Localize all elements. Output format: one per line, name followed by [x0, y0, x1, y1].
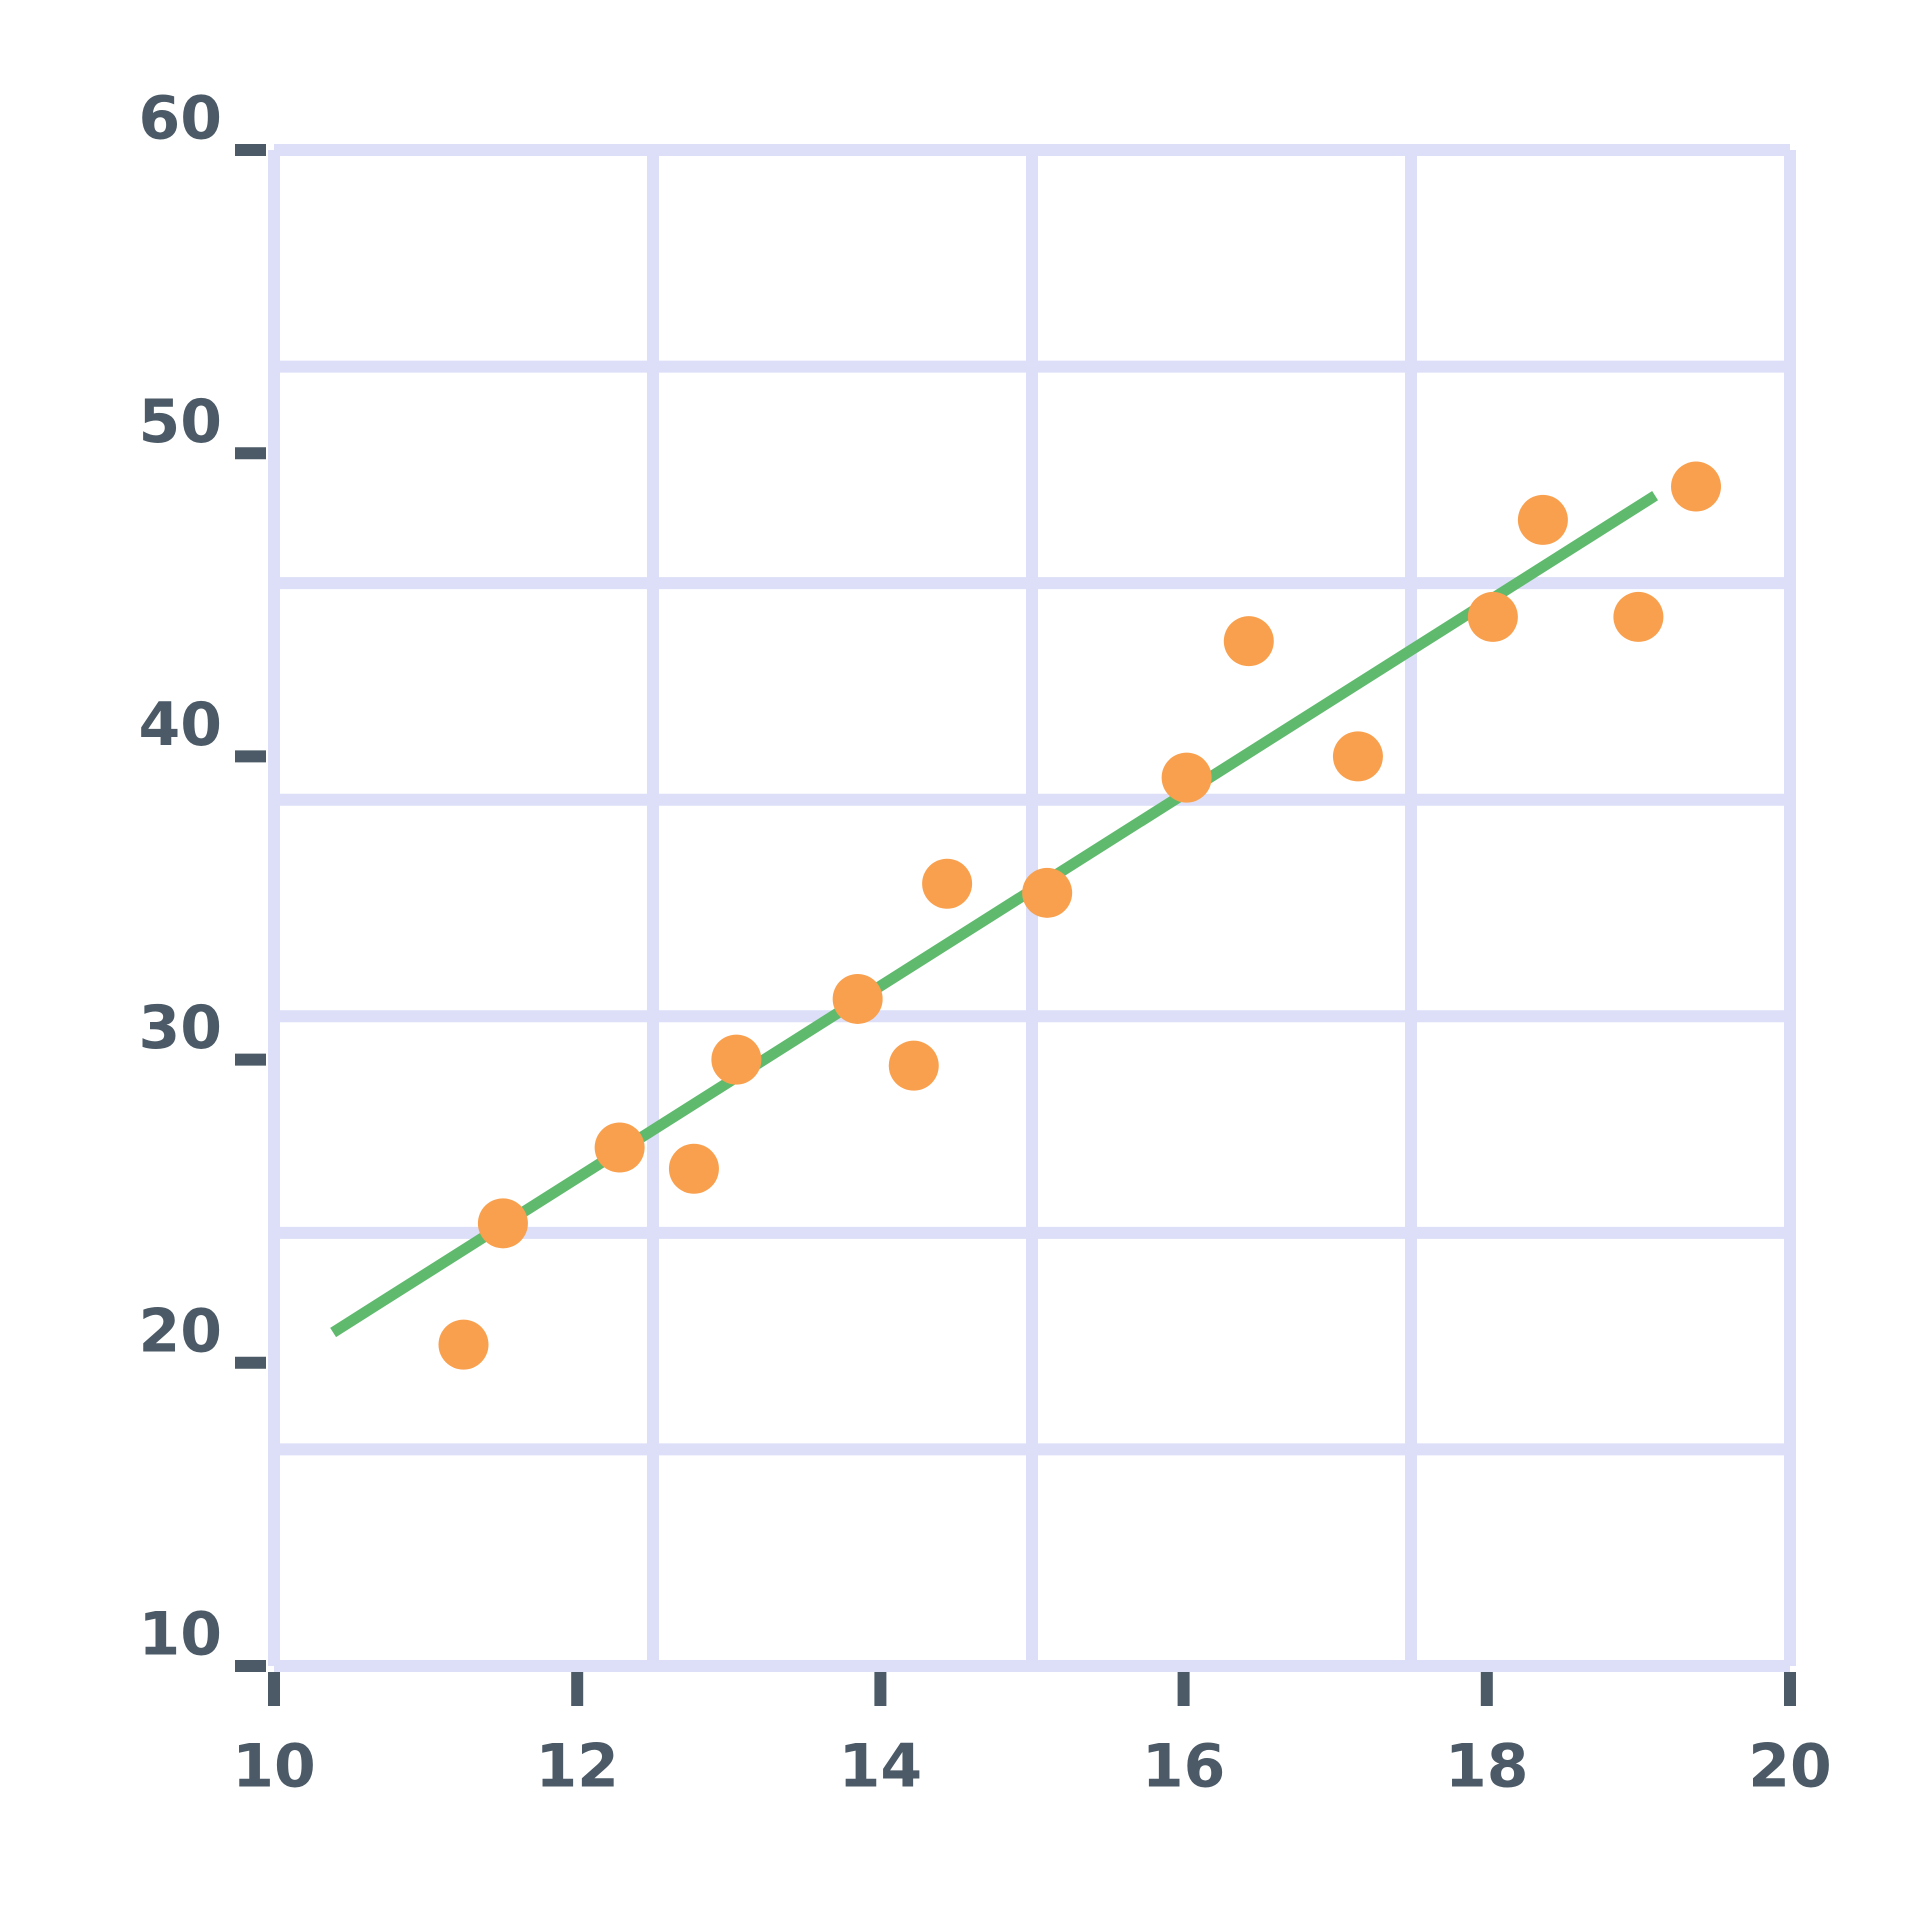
x-tick-label: 10: [232, 1732, 316, 1802]
point: [1161, 752, 1212, 803]
x-tick-label: 12: [535, 1732, 619, 1802]
y-tick-label: 30: [139, 993, 223, 1063]
point: [1022, 867, 1073, 918]
trend-line: [330, 491, 1659, 1338]
y-tick-label: 40: [139, 690, 223, 760]
point: [1671, 461, 1722, 512]
point: [1613, 591, 1664, 642]
point: [1223, 616, 1274, 667]
point: [477, 1198, 528, 1249]
point: [1517, 494, 1568, 545]
x-tick-label: 14: [839, 1732, 923, 1802]
point: [888, 1040, 939, 1091]
y-tick-label: 50: [139, 387, 223, 457]
x-tick-label: 20: [1748, 1732, 1832, 1802]
point: [922, 858, 973, 909]
point: [594, 1122, 645, 1173]
x-tick-label: 16: [1142, 1732, 1226, 1802]
point: [438, 1319, 489, 1370]
y-tick-label: 10: [139, 1600, 223, 1670]
point: [1332, 731, 1383, 782]
point: [832, 973, 883, 1024]
x-tick-label: 18: [1445, 1732, 1529, 1802]
point: [711, 1034, 762, 1085]
y-tick-label: 20: [139, 1296, 223, 1366]
point: [668, 1143, 719, 1194]
y-tick-label: 60: [139, 84, 223, 154]
point: [1467, 591, 1518, 642]
